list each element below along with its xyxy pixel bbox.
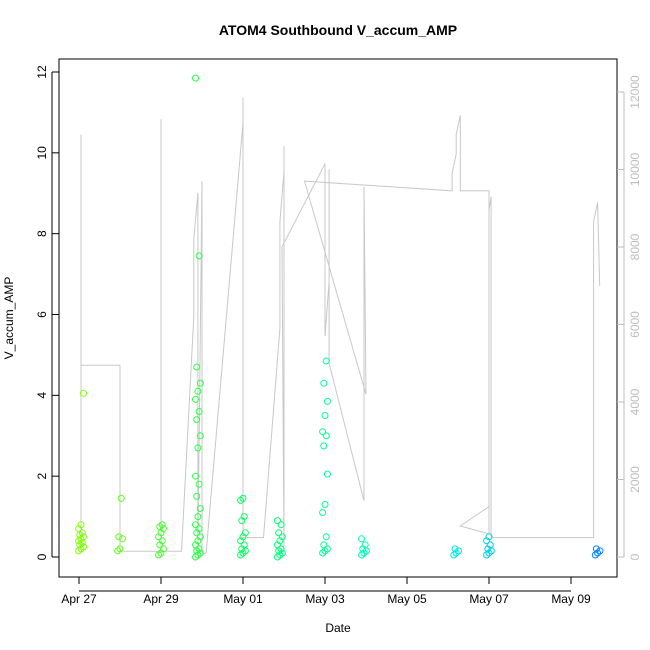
- data-point: [592, 545, 600, 553]
- data-point: [323, 470, 331, 478]
- data-point: [319, 428, 327, 436]
- y2-tick-label: 0: [628, 553, 642, 560]
- secondary-series-line: [80, 97, 601, 554]
- data-point: [158, 537, 166, 545]
- data-point: [196, 379, 204, 387]
- data-point: [80, 543, 87, 551]
- data-point: [322, 533, 330, 541]
- data-point: [196, 505, 204, 512]
- data-point: [116, 545, 124, 553]
- x-tick-label: May 01: [223, 592, 263, 606]
- data-point: [486, 541, 494, 549]
- y-tick-label: 4: [35, 392, 49, 399]
- data-point: [193, 492, 201, 500]
- data-point: [194, 444, 202, 452]
- data-point: [321, 412, 329, 419]
- plot-frame: [58, 58, 618, 578]
- data-point: [193, 363, 201, 371]
- data-point: [319, 509, 327, 516]
- data-points-layer: [75, 74, 604, 561]
- data-point: [361, 541, 369, 549]
- data-point: [77, 521, 85, 529]
- data-point: [78, 529, 86, 537]
- y2-tick-label: 4000: [628, 388, 642, 415]
- data-point: [320, 442, 328, 450]
- data-point: [194, 387, 202, 395]
- data-point: [240, 513, 248, 521]
- data-point: [277, 545, 285, 553]
- data-point: [320, 379, 328, 387]
- axes-layer: Apr 27 Apr 29 May 01 May 03 May 05 May 07 May …: [35, 65, 642, 606]
- y2-tick-label: 2000: [628, 466, 642, 493]
- data-point: [323, 397, 331, 405]
- data-point: [322, 357, 330, 365]
- data-point: [192, 472, 199, 480]
- y2-tick-label: 8000: [628, 233, 642, 260]
- data-point: [277, 521, 285, 529]
- data-point: [195, 545, 203, 553]
- data-point: [158, 521, 166, 529]
- y2-tick-label: 10000: [628, 152, 642, 186]
- y-tick-label: 8: [35, 230, 49, 237]
- x-tick-label: May 05: [387, 592, 427, 606]
- data-point: [115, 533, 123, 541]
- data-point: [596, 547, 604, 555]
- y-tick-label: 12: [35, 65, 49, 79]
- data-point: [195, 480, 203, 488]
- x-tick-label: Apr 27: [61, 592, 97, 606]
- y-tick-label: 2: [35, 473, 49, 480]
- data-point: [322, 432, 330, 440]
- data-point: [485, 533, 493, 541]
- y-axis-label: V_accum_AMP: [2, 277, 16, 360]
- data-point: [193, 416, 201, 424]
- data-point: [321, 501, 329, 508]
- y-tick-label: 10: [35, 146, 49, 160]
- data-point: [196, 549, 204, 557]
- data-point: [192, 521, 199, 529]
- data-point: [239, 494, 247, 502]
- x-tick-label: May 07: [469, 592, 509, 606]
- data-point: [240, 541, 248, 549]
- data-point: [192, 74, 199, 82]
- chart-title: ATOM4 Southbound V_accum_AMP: [219, 22, 457, 38]
- data-point: [194, 513, 202, 521]
- y-tick-label: 0: [35, 553, 49, 560]
- y2-tick-label: 6000: [628, 311, 642, 338]
- y-tick-label: 6: [35, 311, 49, 318]
- data-point: [320, 541, 328, 549]
- data-point: [118, 535, 126, 543]
- data-point: [358, 535, 366, 543]
- x-tick-label: May 03: [305, 592, 345, 606]
- x-axis-label: Date: [325, 621, 351, 635]
- data-point: [278, 549, 286, 557]
- data-point: [196, 533, 204, 541]
- data-point: [241, 529, 249, 537]
- y2-tick-label: 12000: [628, 75, 642, 109]
- data-point: [159, 525, 167, 533]
- data-point: [323, 545, 331, 553]
- data-point: [196, 432, 204, 440]
- data-point: [195, 252, 203, 260]
- x-tick-label: May 09: [551, 592, 591, 606]
- data-point: [195, 408, 203, 415]
- data-point: [278, 533, 286, 541]
- data-point: [455, 547, 463, 555]
- data-point: [117, 494, 125, 502]
- secondary-series-layer: [80, 97, 601, 554]
- data-point: [274, 517, 281, 525]
- x-tick-label: Apr 29: [143, 592, 179, 606]
- data-point: [159, 545, 167, 553]
- data-point: [192, 395, 199, 403]
- data-point: [80, 533, 87, 541]
- data-point: [451, 545, 459, 553]
- data-point: [195, 525, 203, 533]
- data-point: [80, 389, 87, 397]
- data-point: [275, 529, 283, 537]
